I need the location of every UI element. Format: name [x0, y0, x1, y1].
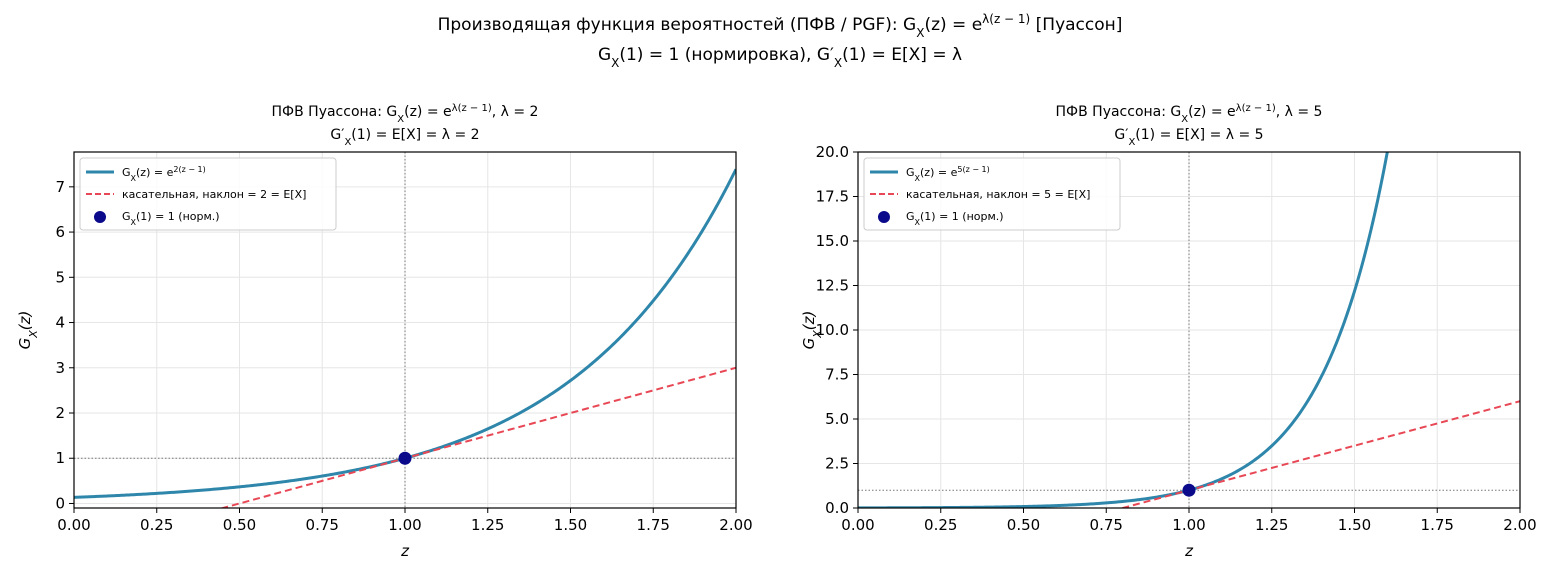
x-tick-label: 1.00: [1172, 516, 1205, 534]
legend-frame: [79, 157, 337, 231]
legend-frame: [863, 157, 1121, 231]
x-tick-label: 1.75: [1421, 516, 1454, 534]
x-tick-label: 0.75: [306, 516, 339, 534]
legend-entry-label: GX(z) = e2(z − 1): [122, 165, 206, 183]
figure-suptitle-line2: GX(1) = 1 (нормировка), G′X(1) = E[X] = …: [598, 45, 962, 70]
y-tick-label: 1: [55, 449, 65, 467]
y-tick-label: 15.0: [816, 232, 849, 250]
x-tick-label: 1.00: [388, 516, 421, 534]
y-tick-label: 3: [55, 359, 65, 377]
x-tick-label: 0.25: [140, 516, 173, 534]
legend-swatch-marker: [94, 211, 106, 223]
x-tick-label: 0.75: [1090, 516, 1123, 534]
x-tick-label: 0.00: [57, 516, 90, 534]
x-tick-label: 0.50: [223, 516, 256, 534]
series-tangent-line: [219, 366, 736, 508]
series-marker-point: [398, 451, 412, 465]
y-tick-label: 20.0: [816, 143, 849, 161]
x-axis-label: z: [1184, 542, 1194, 560]
legend-entry-label: касательная, наклон = 2 = E[X]: [122, 188, 306, 201]
x-tick-label: 0.00: [841, 516, 874, 534]
x-tick-label: 1.50: [554, 516, 587, 534]
chart-title-line2: G′X(1) = E[X] = λ = 2: [330, 127, 479, 148]
x-tick-label: 1.75: [637, 516, 670, 534]
chart-title-line2: G′X(1) = E[X] = λ = 5: [1114, 127, 1263, 148]
grid: [73, 152, 737, 508]
series-marker-point: [1182, 483, 1196, 497]
series-tangent-line: [1118, 400, 1520, 508]
figure-suptitle-line1: Производящая функция вероятностей (ПФВ /…: [438, 12, 1123, 40]
legend-entry-label: GX(1) = 1 (норм.): [122, 210, 220, 227]
plot-area: [858, 152, 1520, 508]
y-axis-label: GX(z): [16, 311, 40, 350]
legend-entry-label: GX(z) = e5(z − 1): [906, 165, 990, 183]
y-tick-label: 6: [55, 223, 65, 241]
y-tick-label: 5: [55, 268, 65, 286]
x-tick-label: 1.50: [1338, 516, 1371, 534]
legend-swatch-marker: [878, 211, 890, 223]
y-tick-label: 7.5: [825, 366, 849, 384]
y-tick-label: 12.5: [816, 277, 849, 295]
chart-title-line1: ПФВ Пуассона: GX(z) = eλ(z − 1), λ = 5: [1056, 103, 1323, 125]
y-tick-label: 7: [55, 178, 65, 196]
x-tick-label: 2.00: [1503, 516, 1536, 534]
x-tick-label: 0.50: [1007, 516, 1040, 534]
y-tick-label: 2.5: [825, 455, 849, 473]
legend-entry-label: GX(1) = 1 (норм.): [906, 210, 1004, 227]
x-tick-label: 2.00: [719, 516, 752, 534]
legend: GX(z) = e5(z − 1) касательная, наклон = 5…: [863, 157, 1121, 231]
legend-entry-label: касательная, наклон = 5 = E[X]: [906, 188, 1090, 201]
y-tick-label: 2: [55, 404, 65, 422]
legend: GX(z) = e2(z − 1) касательная, наклон = 2…: [79, 157, 337, 231]
x-tick-label: 1.25: [1255, 516, 1288, 534]
x-tick-label: 0.25: [924, 516, 957, 534]
y-axis-label: GX(z): [800, 311, 824, 350]
chart-title-line1: ПФВ Пуассона: GX(z) = eλ(z − 1), λ = 2: [272, 103, 539, 125]
y-tick-label: 17.5: [816, 188, 849, 206]
y-tick-label: 0: [55, 494, 65, 512]
y-tick-label: 0.0: [825, 499, 849, 517]
y-tick-label: 4: [55, 314, 65, 332]
y-tick-label: 10.0: [816, 321, 849, 339]
chart-lambda-5: ПФВ Пуассона: GX(z) = eλ(z − 1), λ = 5G′…: [800, 103, 1537, 561]
x-axis-label: z: [400, 542, 410, 560]
x-tick-label: 1.25: [471, 516, 504, 534]
y-tick-label: 5.0: [825, 410, 849, 428]
chart-lambda-2: ПФВ Пуассона: GX(z) = eλ(z − 1), λ = 2G′…: [16, 103, 753, 561]
